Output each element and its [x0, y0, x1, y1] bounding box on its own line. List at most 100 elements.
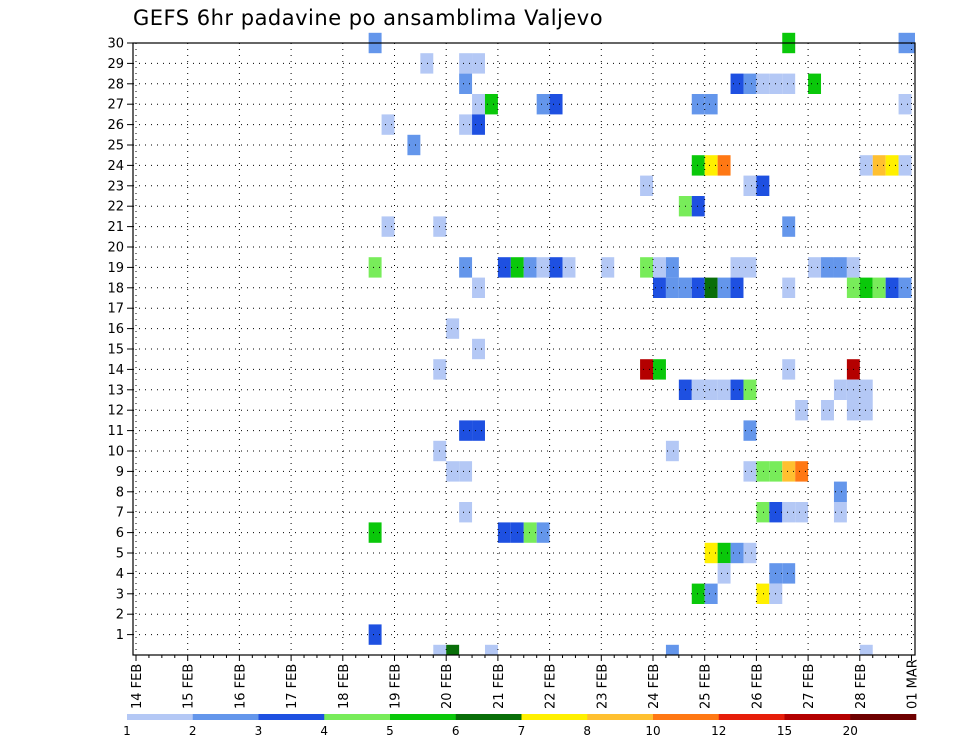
heat-cell — [691, 94, 705, 115]
x-tick-labels: 14 FEB 15 FEB 16 FEB 17 FEB 18 FEB 19 FEB 20 F… — [130, 659, 921, 709]
heat-cell — [472, 94, 485, 115]
heat-cell — [898, 277, 912, 298]
colorbar-label: 6 — [452, 724, 460, 738]
heat-cell — [808, 73, 822, 94]
colorbar-swatch — [324, 714, 391, 720]
heat-cell — [730, 73, 744, 94]
colorbar-label: 1 — [123, 724, 131, 738]
colorbar-label: 12 — [711, 724, 726, 738]
heat-cell — [640, 257, 654, 278]
heat-cell — [691, 155, 705, 176]
heat-cell — [446, 461, 460, 482]
y-tick-label: 16 — [107, 322, 124, 337]
heat-cell — [407, 134, 421, 156]
colorbar-swatch — [784, 714, 851, 720]
y-tick-label: 1 — [116, 628, 124, 643]
colorbar-swatch — [258, 714, 325, 720]
heat-cell — [665, 440, 679, 462]
x-tick-label: 21 FEB — [492, 664, 507, 709]
heat-cell — [833, 379, 847, 400]
y-tick-label: 15 — [107, 343, 124, 358]
heat-cell — [459, 502, 473, 523]
heat-cell — [497, 257, 511, 278]
heat-cell — [743, 379, 757, 400]
heat-cell — [484, 94, 498, 115]
heat-cell — [420, 53, 434, 74]
x-tick-label: 23 FEB — [595, 664, 610, 709]
heat-cell — [743, 175, 757, 196]
y-tick-label: 21 — [107, 220, 124, 235]
heat-cell — [472, 277, 485, 298]
heat-cell — [782, 277, 796, 298]
heat-cell — [717, 379, 731, 400]
x-tick-label: 22 FEB — [544, 664, 559, 709]
x-tick-label: 25 FEB — [699, 664, 714, 709]
heat-cell — [821, 257, 834, 278]
heat-cell — [717, 277, 731, 298]
heat-cell — [472, 114, 485, 135]
heat-cell — [782, 73, 796, 94]
y-tick-label: 2 — [116, 608, 124, 623]
colorbar-label: 3 — [255, 724, 263, 738]
x-tick-label: 16 FEB — [233, 664, 248, 709]
chart-title: GEFS 6hr padavine po ansamblima Valjevo — [133, 6, 604, 30]
y-tick-label: 29 — [107, 57, 124, 72]
heat-cell — [536, 522, 550, 543]
plot-frame — [132, 42, 916, 656]
heat-cell — [730, 257, 744, 278]
colorbar-swatch — [850, 714, 917, 720]
y-tick-label: 14 — [107, 363, 124, 378]
x-tick-label: 19 FEB — [389, 664, 404, 709]
heat-cell — [833, 257, 847, 278]
heat-cell — [446, 644, 460, 655]
heat-cell — [833, 481, 847, 502]
y-tick-label: 22 — [107, 200, 124, 215]
heat-cell — [653, 277, 666, 298]
heat-cell — [756, 461, 770, 482]
heat-cell — [536, 94, 550, 115]
y-tick-label: 9 — [116, 465, 124, 480]
heat-cell — [885, 277, 899, 298]
cells-layer — [368, 32, 915, 655]
heat-cell — [691, 379, 705, 400]
x-tick-label: 17 FEB — [285, 664, 300, 709]
heat-cell — [381, 114, 395, 135]
colorbar-label: 8 — [583, 724, 591, 738]
heat-cell — [691, 583, 705, 604]
colorbar-swatch — [455, 714, 522, 720]
y-tick-label: 13 — [107, 383, 124, 398]
colorbar-label: 7 — [518, 724, 526, 738]
colorbar-label: 10 — [645, 724, 660, 738]
y-tick-label: 5 — [116, 547, 124, 562]
heat-cell — [743, 73, 757, 94]
y-tick-label: 4 — [116, 567, 124, 582]
heat-cell — [368, 257, 382, 278]
heat-cell — [730, 277, 744, 298]
grid-layer — [133, 42, 915, 655]
x-tick-label: 15 FEB — [182, 664, 197, 709]
colorbar-label: 4 — [320, 724, 328, 738]
heat-cell — [368, 522, 382, 543]
heat-cell — [368, 624, 382, 645]
colorbar: 1 2 3 4 5 6 7 8 10 12 15 20 — [123, 714, 917, 738]
heat-cell — [859, 400, 873, 421]
heat-cell — [653, 359, 666, 380]
heat-cell — [704, 155, 718, 176]
colorbar-swatch — [390, 714, 457, 720]
colorbar-swatch — [192, 714, 259, 720]
heat-cell — [549, 94, 563, 115]
heat-cell — [549, 257, 563, 278]
x-tick-label: 14 FEB — [130, 664, 145, 709]
heat-cell — [833, 502, 847, 523]
heat-cell — [808, 257, 822, 278]
x-tick-label: 01 MAR — [906, 659, 921, 709]
y-tick-label: 8 — [116, 485, 124, 500]
heat-cell — [859, 277, 873, 298]
heat-cell — [717, 155, 731, 176]
colorbar-label: 2 — [189, 724, 197, 738]
y-tick-label: 3 — [116, 587, 124, 602]
heat-cell — [898, 155, 912, 176]
heat-cell — [756, 73, 770, 94]
y-tick-label: 7 — [116, 506, 124, 521]
y-tick-label: 11 — [107, 424, 124, 439]
